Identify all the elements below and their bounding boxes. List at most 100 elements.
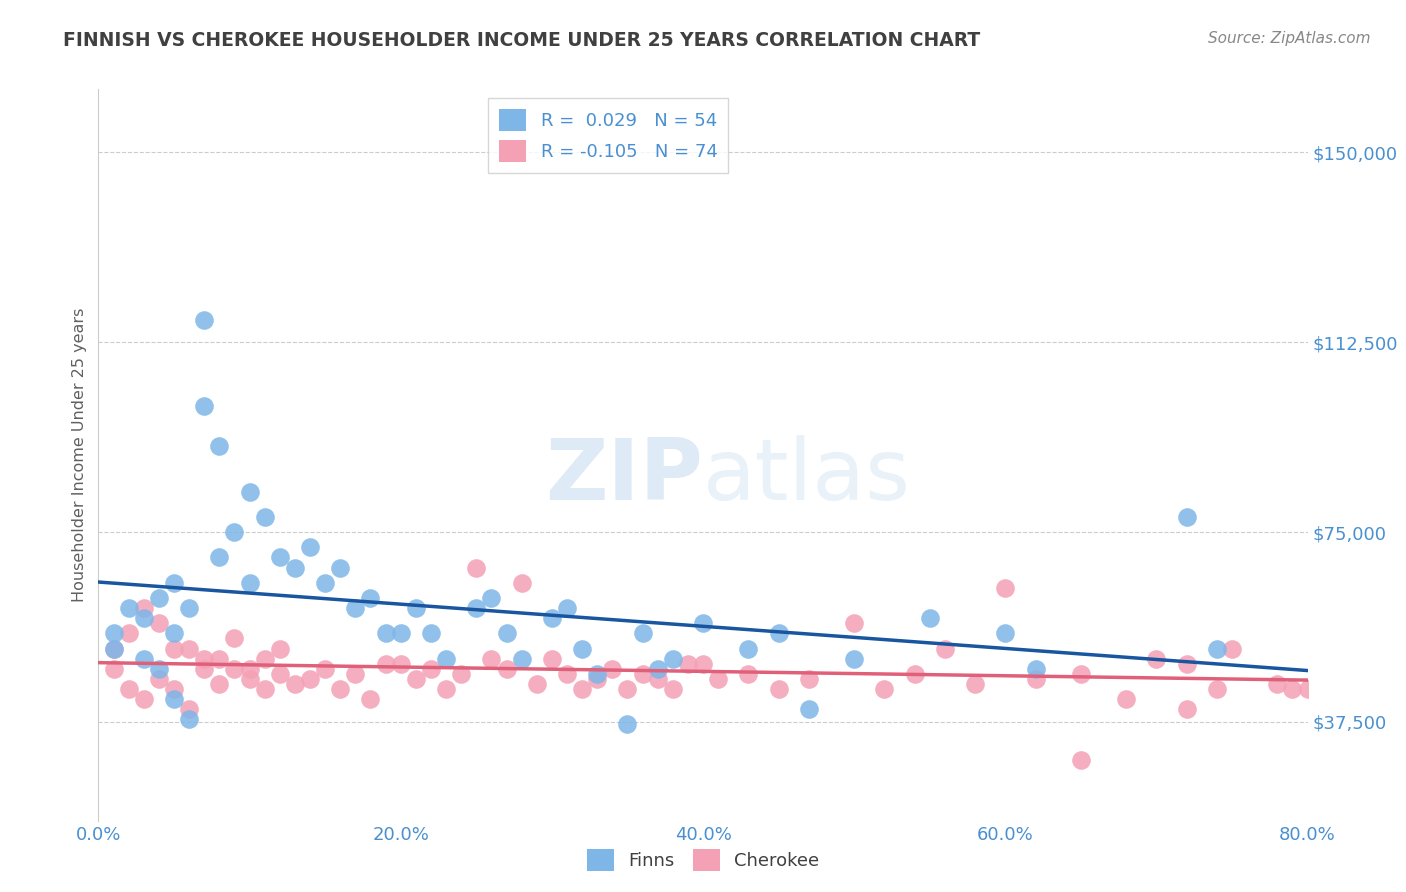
Point — [208, 651, 231, 665]
Point — [647, 662, 669, 676]
Point — [299, 541, 322, 555]
Point — [208, 550, 231, 565]
Point — [934, 641, 956, 656]
Point — [269, 550, 291, 565]
Point — [132, 651, 155, 665]
Point — [224, 632, 246, 646]
Point — [103, 641, 125, 656]
Point — [1206, 681, 1229, 696]
Point — [360, 692, 382, 706]
Point — [163, 641, 186, 656]
Point — [1024, 662, 1046, 676]
Point — [540, 611, 562, 625]
Point — [1115, 692, 1137, 706]
Point — [193, 312, 215, 326]
Point — [148, 616, 170, 631]
Point — [193, 399, 215, 413]
Legend: R =  0.029   N = 54, R = -0.105   N = 74: R = 0.029 N = 54, R = -0.105 N = 74 — [488, 98, 728, 173]
Text: atlas: atlas — [703, 435, 911, 518]
Point — [269, 641, 291, 656]
Point — [450, 666, 472, 681]
Point — [103, 662, 125, 676]
Point — [434, 681, 457, 696]
Point — [1175, 510, 1198, 524]
Point — [118, 626, 141, 640]
Point — [1220, 641, 1243, 656]
Point — [179, 702, 201, 716]
Point — [602, 662, 624, 676]
Point — [481, 651, 503, 665]
Point — [208, 439, 231, 453]
Point — [768, 681, 790, 696]
Point — [434, 651, 457, 665]
Point — [284, 560, 307, 574]
Point — [904, 666, 927, 681]
Point — [465, 601, 488, 615]
Point — [737, 641, 759, 656]
Point — [239, 672, 262, 686]
Point — [420, 662, 443, 676]
Point — [768, 626, 790, 640]
Point — [1175, 657, 1198, 671]
Point — [631, 666, 654, 681]
Point — [1024, 672, 1046, 686]
Point — [239, 484, 262, 499]
Point — [1206, 641, 1229, 656]
Point — [148, 662, 170, 676]
Point — [510, 651, 533, 665]
Point — [616, 681, 638, 696]
Point — [1144, 651, 1167, 665]
Point — [707, 672, 730, 686]
Point — [844, 651, 866, 665]
Point — [374, 657, 396, 671]
Point — [163, 575, 186, 590]
Point — [873, 681, 896, 696]
Point — [555, 601, 578, 615]
Point — [193, 662, 215, 676]
Point — [179, 601, 201, 615]
Point — [239, 662, 262, 676]
Point — [844, 616, 866, 631]
Text: FINNISH VS CHEROKEE HOUSEHOLDER INCOME UNDER 25 YEARS CORRELATION CHART: FINNISH VS CHEROKEE HOUSEHOLDER INCOME U… — [63, 31, 980, 50]
Point — [510, 575, 533, 590]
Point — [994, 581, 1017, 595]
Point — [284, 677, 307, 691]
Point — [329, 681, 352, 696]
Point — [344, 601, 367, 615]
Point — [179, 641, 201, 656]
Point — [420, 626, 443, 640]
Point — [253, 651, 276, 665]
Text: ZIP: ZIP — [546, 435, 703, 518]
Point — [389, 626, 412, 640]
Point — [163, 681, 186, 696]
Point — [269, 666, 291, 681]
Point — [1070, 666, 1092, 681]
Point — [737, 666, 759, 681]
Point — [797, 702, 820, 716]
Point — [526, 677, 548, 691]
Point — [465, 560, 488, 574]
Point — [118, 681, 141, 696]
Point — [586, 666, 609, 681]
Point — [103, 641, 125, 656]
Point — [253, 681, 276, 696]
Point — [495, 626, 517, 640]
Point — [314, 662, 336, 676]
Point — [179, 713, 201, 727]
Point — [994, 626, 1017, 640]
Point — [1267, 677, 1289, 691]
Point — [495, 662, 517, 676]
Point — [692, 616, 714, 631]
Point — [239, 575, 262, 590]
Point — [314, 575, 336, 590]
Point — [571, 641, 593, 656]
Legend: Finns, Cherokee: Finns, Cherokee — [579, 842, 827, 879]
Point — [1296, 681, 1319, 696]
Point — [299, 672, 322, 686]
Point — [631, 626, 654, 640]
Point — [676, 657, 699, 671]
Point — [344, 666, 367, 681]
Point — [692, 657, 714, 671]
Text: Source: ZipAtlas.com: Source: ZipAtlas.com — [1208, 31, 1371, 46]
Point — [132, 692, 155, 706]
